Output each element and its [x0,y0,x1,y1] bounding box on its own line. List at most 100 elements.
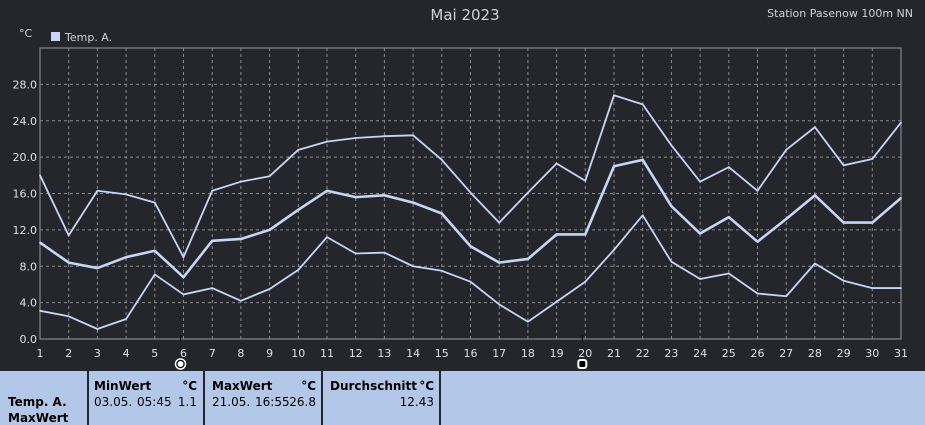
data-point-min [498,303,501,306]
x-tick-label: 19 [550,347,564,360]
data-point-min [39,309,41,312]
y-tick-label: 0.0 [20,333,38,346]
x-tick-label: 31 [894,347,908,360]
data-point-mean [211,239,214,242]
x-tick-label: 13 [377,347,391,360]
data-point-max [153,201,156,204]
data-point-max [182,256,185,259]
x-tick-label: 30 [865,347,879,360]
data-point-max [641,103,644,106]
data-point-max [498,221,501,224]
x-tick-label: 11 [320,347,334,360]
x-tick-label: 9 [266,347,273,360]
x-tick-label: 20 [578,347,592,360]
legend-label: Temp. A. [64,31,112,44]
data-point-mean [727,216,730,219]
new-moon-icon [577,359,588,369]
data-point-min [469,280,472,283]
data-point-max [211,189,214,192]
data-point-max [555,162,558,165]
data-point-mean [440,212,443,215]
data-point-min [153,273,156,276]
data-point-max [354,137,357,139]
data-point-min [900,287,902,289]
statistics-panel: Temp. A. MaxWert MinWert °C 03.05. 05:45… [0,371,925,425]
x-tick-label: 14 [406,347,420,360]
chart: Mai 2023 Station Pasenow 100m NN °C Temp… [13,6,913,370]
data-point-min [756,292,759,295]
x-tick-label: 8 [237,347,244,360]
data-point-min [670,260,673,263]
x-tick-label: 23 [664,347,678,360]
data-point-mean [842,221,845,224]
x-tick-label: 3 [94,347,101,360]
data-point-min [182,293,185,296]
data-point-min [326,236,328,239]
data-point-max [440,158,443,161]
x-tick-label: 4 [123,347,130,360]
data-point-min [412,265,414,268]
data-point-min [555,300,558,303]
x-tick-label: 22 [636,347,650,360]
data-point-min [297,268,300,271]
y-tick-label: 8.0 [20,260,38,273]
max-date: 21.05. [212,395,251,409]
y-tick-label: 20.0 [13,151,38,164]
x-tick-label: 24 [693,347,707,360]
data-point-min [354,252,357,255]
data-point-min [125,318,127,320]
data-point-min [785,295,788,298]
data-point-min [96,328,99,330]
x-tick-label: 21 [607,347,621,360]
data-point-max [584,179,587,182]
data-point-mean [670,205,673,208]
stats-row-sublabel: MaxWert [8,411,69,425]
stats-divider [321,371,323,425]
data-point-min [842,279,845,282]
x-tick-label: 27 [779,347,793,360]
x-tick-label: 2 [65,347,72,360]
data-point-min [613,248,615,251]
data-point-mean [498,261,501,264]
data-point-max [268,175,271,178]
y-tick-label: 12.0 [13,224,38,237]
min-value: 1.1 [177,395,197,409]
data-point-max [383,135,386,138]
data-point-mean [785,218,788,220]
data-point-max [871,158,874,160]
data-point-mean [67,261,70,264]
data-point-max [39,174,41,177]
full-moon-icon [174,358,187,370]
stats-divider [439,371,441,425]
y-tick-label: 4.0 [20,297,38,310]
x-tick-label: 5 [151,347,158,360]
data-point-min [211,287,214,289]
data-point-min [814,262,816,265]
min-header: MinWert [94,379,152,393]
data-point-max [785,148,788,151]
stats-min-cell: MinWert °C 03.05. 05:45 1.1 [89,371,203,425]
x-tick-label: 1 [37,347,44,360]
x-tick-label: 10 [291,347,305,360]
data-point-max [670,144,673,147]
data-point-mean [182,276,185,279]
data-point-min [727,272,730,275]
data-point-max [842,164,845,167]
data-point-mean [125,256,127,259]
data-point-max [527,191,529,194]
data-point-mean [469,245,472,248]
data-point-min [440,269,443,272]
data-point-mean [871,221,874,224]
data-point-mean [527,258,529,260]
min-time: 05:45 [137,395,172,409]
data-point-mean [412,201,414,204]
data-point-mean [699,232,701,235]
data-point-mean [354,196,357,199]
max-value: 26.8 [289,395,316,409]
data-point-min [240,299,242,302]
x-tick-label: 16 [464,347,478,360]
data-point-mean [383,194,386,197]
x-tick-label: 26 [751,347,765,360]
data-point-min [67,315,70,318]
data-point-mean [39,241,41,244]
